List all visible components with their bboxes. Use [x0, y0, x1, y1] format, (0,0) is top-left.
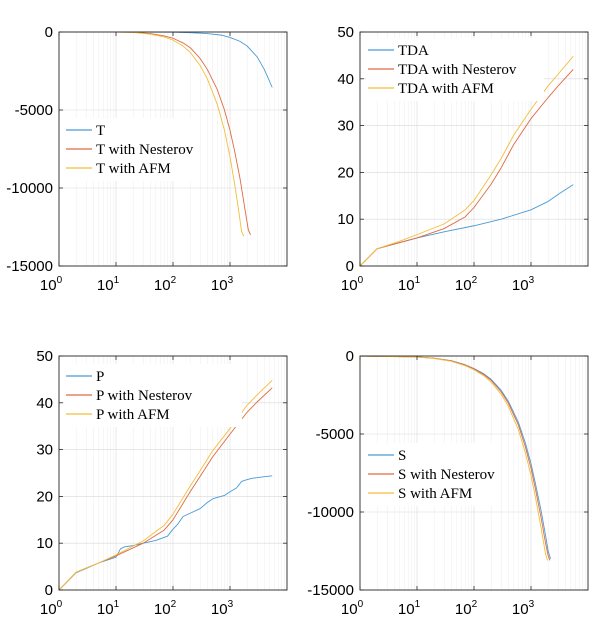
legend-label: S — [398, 448, 406, 464]
y-tick-label: -15000 — [6, 258, 53, 275]
y-tick-label: -15000 — [307, 582, 354, 599]
y-tick-label: -5000 — [316, 426, 354, 443]
legend-label: S with Nesterov — [398, 467, 495, 483]
y-tick-label: 10 — [36, 535, 53, 552]
y-tick-label: 50 — [337, 24, 354, 41]
x-tick-label: 101 — [398, 599, 421, 618]
series-line-2 — [359, 69, 574, 267]
series-line-3 — [58, 380, 273, 591]
series-line-3 — [59, 31, 245, 237]
legend-label: S with AFM — [398, 486, 472, 502]
x-tick-label: 100 — [40, 275, 63, 294]
y-tick-label: 40 — [337, 71, 354, 88]
y-tick-label: 30 — [337, 118, 354, 135]
x-tick-label: 102 — [154, 275, 177, 294]
x-tick-label: 103 — [211, 599, 234, 618]
legend: T T with Nesterov T with AFM — [64, 118, 196, 181]
y-tick-label: 0 — [45, 582, 53, 599]
series-line-3 — [359, 56, 574, 267]
chart-panel-TDA: 0 10 20 30 40 50 100 101 102 103 TDA TDA with Neste… — [337, 24, 589, 294]
y-tick-label: 10 — [337, 211, 354, 228]
y-tick-label: -5000 — [15, 102, 53, 119]
y-tick-label: 50 — [36, 348, 53, 365]
y-tick-label: 0 — [346, 348, 354, 365]
x-tick-label: 100 — [341, 275, 364, 294]
x-tick-label: 101 — [97, 599, 120, 618]
y-tick-label: 30 — [36, 442, 53, 459]
x-tick-label: 101 — [398, 275, 421, 294]
legend-label: P with Nesterov — [96, 388, 193, 404]
y-tick-label: 20 — [337, 164, 354, 181]
y-tick-label: -10000 — [307, 504, 354, 521]
legend-box — [64, 364, 242, 427]
legend: P P with Nesterov P with AFM — [64, 364, 242, 427]
legend-label: T with Nesterov — [96, 142, 194, 158]
legend-label: T — [96, 123, 105, 139]
legend-label: T with AFM — [96, 161, 171, 177]
x-tick-label: 101 — [97, 275, 120, 294]
x-tick-label: 102 — [455, 599, 478, 618]
x-tick-label: 102 — [154, 599, 177, 618]
y-tick-label: 0 — [45, 24, 53, 41]
legend-label: TDA — [398, 43, 429, 59]
y-tick-label: -10000 — [6, 180, 53, 197]
legend-label: P — [96, 369, 104, 385]
legend-label: P with AFM — [96, 407, 170, 423]
y-tick-label: 20 — [36, 488, 53, 505]
legend-label: TDA with AFM — [398, 81, 494, 97]
x-tick-label: 103 — [512, 599, 535, 618]
x-tick-label: 103 — [512, 275, 535, 294]
y-tick-label: 40 — [36, 395, 53, 412]
legend: TDA TDA with Nesterov TDA with AFM — [366, 38, 544, 101]
x-tick-label: 102 — [455, 275, 478, 294]
x-tick-label: 100 — [40, 599, 63, 618]
series-line-3 — [359, 355, 548, 561]
legend-label: TDA with Nesterov — [398, 62, 517, 78]
x-tick-label: 103 — [211, 275, 234, 294]
x-tick-label: 100 — [341, 599, 364, 618]
legend: S S with Nesterov S with AFM — [366, 443, 496, 506]
y-tick-label: 0 — [346, 258, 354, 275]
series-line-2 — [59, 31, 252, 235]
legend-box — [366, 38, 544, 101]
